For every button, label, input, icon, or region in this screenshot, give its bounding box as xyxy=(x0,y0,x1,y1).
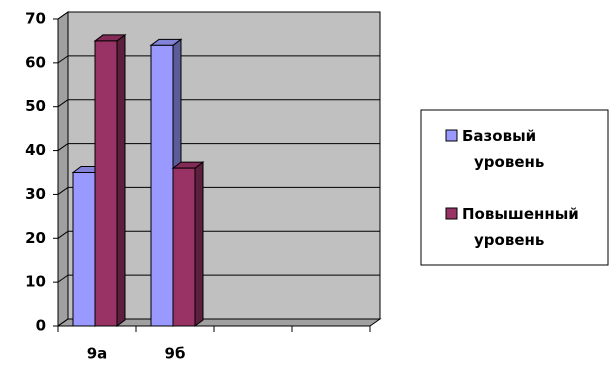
bar xyxy=(150,44,174,327)
legend-swatch xyxy=(445,207,458,220)
legend-label: Повышенный уровень xyxy=(462,205,579,249)
legend-swatch xyxy=(445,129,458,142)
grid-line xyxy=(57,99,69,108)
y-tick-label: 20 xyxy=(25,229,46,247)
grid-line xyxy=(57,55,69,64)
y-tick-label: 50 xyxy=(25,97,46,115)
grid-line xyxy=(57,230,69,239)
x-tick-label: 9а xyxy=(87,345,108,363)
grid-line xyxy=(57,274,69,283)
y-tick-label: 40 xyxy=(25,141,46,159)
grid-line xyxy=(57,187,69,195)
y-tick-label: 70 xyxy=(25,10,46,28)
grid-line xyxy=(57,318,69,327)
grid-line xyxy=(57,143,69,151)
bar-side xyxy=(194,161,204,327)
bar xyxy=(172,167,196,327)
legend-label: Базовый уровень xyxy=(462,127,544,171)
y-tick-label: 0 xyxy=(36,317,46,335)
y-tick-label: 60 xyxy=(25,53,46,71)
x-tick-label: 9б xyxy=(165,345,186,363)
y-tick-label: 10 xyxy=(25,273,46,291)
grid-line xyxy=(57,11,69,20)
y-tick-label: 30 xyxy=(25,185,46,203)
bar xyxy=(94,40,118,327)
bar xyxy=(72,172,96,327)
bar-side xyxy=(116,33,126,327)
